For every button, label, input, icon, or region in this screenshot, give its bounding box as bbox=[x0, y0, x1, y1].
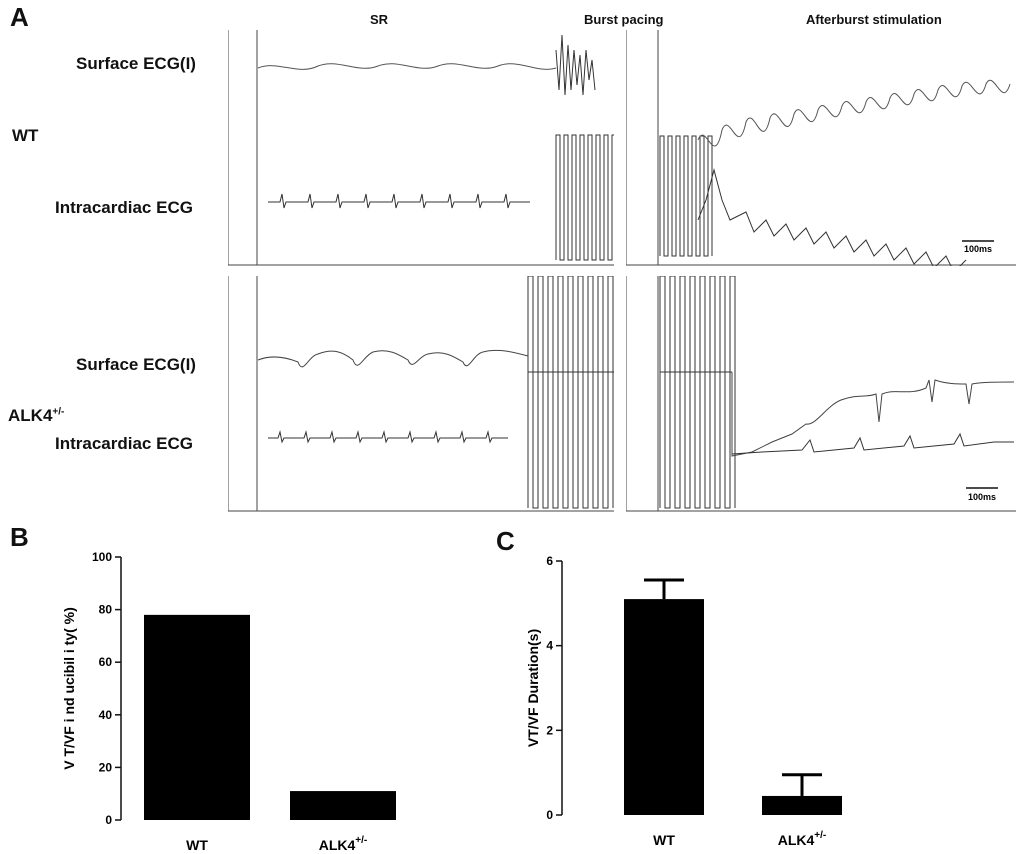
x-tick-label-0: WT bbox=[653, 832, 675, 848]
y-tick-label-2: 40 bbox=[99, 708, 113, 722]
y-tick-label-3: 60 bbox=[99, 655, 113, 669]
scalebar-label-alk4: 100ms bbox=[968, 492, 996, 502]
y-tick-label-0: 0 bbox=[546, 808, 553, 822]
label-intracardiac-ecg-alk4: Intracardiac ECG bbox=[55, 434, 193, 453]
trace-alk4-right: 100ms bbox=[626, 276, 1016, 512]
x-tick-label-1: ALK4+/- bbox=[319, 835, 368, 852]
x-tick-label-0: WT bbox=[186, 837, 208, 852]
y-tick-label-2: 4 bbox=[546, 639, 553, 653]
bar-alk4 bbox=[762, 795, 842, 815]
x-tick-label-1: ALK4+/- bbox=[778, 830, 827, 848]
y-tick-label-0: 0 bbox=[105, 813, 112, 827]
label-intracardiac-ecg-wt: Intracardiac ECG bbox=[55, 198, 193, 217]
group-alk4-text: ALK4 bbox=[8, 406, 53, 425]
group-alk4-sup: +/- bbox=[52, 406, 65, 418]
header-afterburst: Afterburst stimulation bbox=[806, 12, 942, 27]
bar-wt bbox=[624, 599, 704, 815]
trace-alk4-left bbox=[228, 276, 614, 512]
header-sr: SR bbox=[370, 12, 389, 27]
chart-c: 0 2 4 6 WT ALK4+/- VT/VF Duration(s) bbox=[525, 554, 842, 848]
panel-b-letter: B bbox=[10, 522, 29, 552]
label-surface-ecg-wt: Surface ECG(I) bbox=[76, 54, 196, 73]
y-axis-label: VT/VF Duration(s) bbox=[525, 629, 541, 747]
group-wt: WT bbox=[12, 126, 39, 145]
bar-alk4 bbox=[290, 791, 396, 820]
y-tick-label-1: 20 bbox=[99, 760, 113, 774]
y-tick-label-4: 80 bbox=[99, 603, 113, 617]
trace-wt-right: 100ms bbox=[626, 30, 1016, 266]
y-tick-label-1: 2 bbox=[546, 723, 553, 737]
chart-b: 0 20 40 60 80 100 WT ALK4+/- V T/VF i nd ucibil … bbox=[61, 550, 396, 852]
y-axis-label: V T/VF i nd ucibil i ty( %) bbox=[61, 607, 77, 770]
group-alk4: ALK4+/- bbox=[8, 406, 64, 426]
y-tick-label-3: 6 bbox=[546, 554, 553, 568]
trace-wt-left bbox=[228, 30, 614, 266]
label-surface-ecg-alk4: Surface ECG(I) bbox=[76, 355, 196, 374]
bar-wt bbox=[144, 614, 250, 820]
panel-a-letter: A bbox=[10, 2, 29, 32]
scalebar-label-wt: 100ms bbox=[964, 244, 992, 254]
panel-c-letter: C bbox=[496, 526, 515, 556]
header-burst-pacing: Burst pacing bbox=[584, 12, 664, 27]
y-tick-label-5: 100 bbox=[92, 550, 112, 564]
